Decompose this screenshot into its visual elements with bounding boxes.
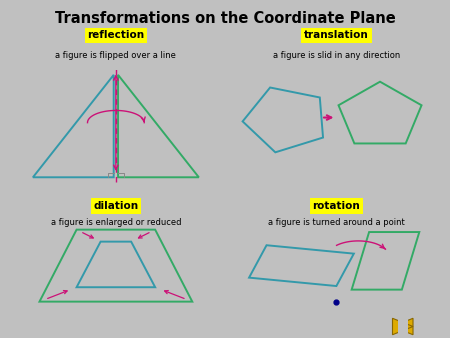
Polygon shape [392,318,413,335]
Text: translation: translation [304,30,369,41]
Text: dilation: dilation [93,201,139,211]
Polygon shape [392,318,413,335]
Text: a figure is turned around a point: a figure is turned around a point [268,218,405,227]
Text: rotation: rotation [312,201,360,211]
Text: a figure is flipped over a line: a figure is flipped over a line [55,51,176,60]
Bar [398,317,408,336]
Text: reflection: reflection [87,30,144,41]
Text: a figure is slid in any direction: a figure is slid in any direction [273,51,400,60]
Text: a figure is enlarged or reduced: a figure is enlarged or reduced [50,218,181,227]
Text: Transformations on the Coordinate Plane: Transformations on the Coordinate Plane [54,11,396,26]
